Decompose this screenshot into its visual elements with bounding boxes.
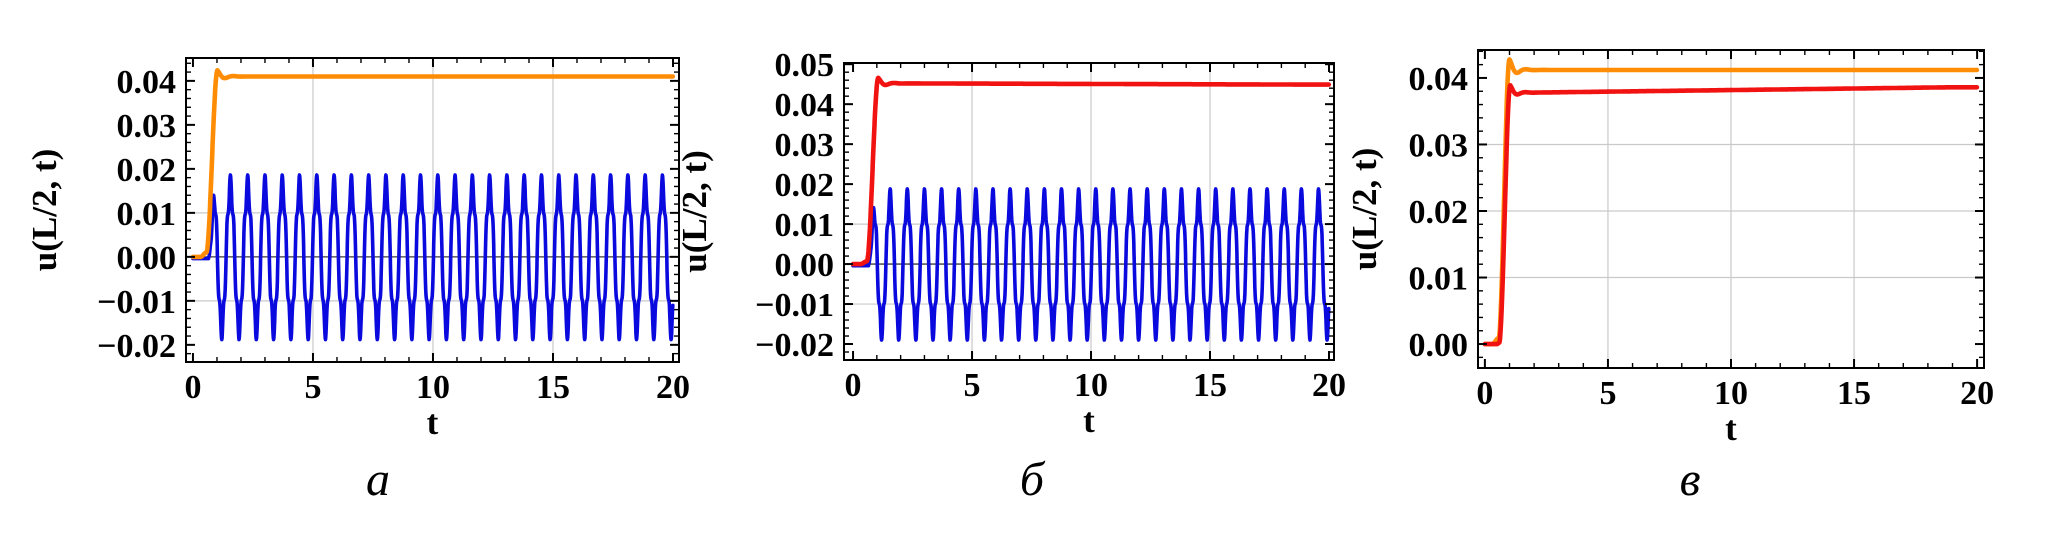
y-tick-label: 0.02 xyxy=(1409,194,1469,231)
series-steady-response xyxy=(190,68,676,260)
x-tick-label: 20 xyxy=(1312,367,1346,404)
x-tick-label: 20 xyxy=(656,369,690,406)
y-tick-label: 0.04 xyxy=(1409,61,1469,98)
y-tick-label: 0.00 xyxy=(775,247,835,284)
y-tick-label: 0.05 xyxy=(775,47,835,84)
x-axis-label: t xyxy=(427,403,439,442)
x-tick-label: 20 xyxy=(1960,375,1994,412)
x-axis-label: t xyxy=(1083,401,1095,440)
x-tick-label: 5 xyxy=(964,367,981,404)
chart-panel-b: 0 5 10 15 20 −0.02−0.010.000.010.020.030.040.… xyxy=(675,47,1346,506)
x-tick-label: 10 xyxy=(416,369,450,406)
y-tick-label: −0.02 xyxy=(97,328,176,365)
y-axis-label: u(L/2, t) xyxy=(675,150,714,273)
panel-letter: б xyxy=(1020,453,1046,506)
y-tick-label: −0.01 xyxy=(97,284,176,321)
x-axis-label: t xyxy=(1725,409,1737,448)
series-oscillating-response xyxy=(851,187,1331,342)
plot-frame xyxy=(843,62,1335,361)
series-steady-response-orange xyxy=(1482,57,1980,347)
x-tick-label: 15 xyxy=(536,369,570,406)
gridlines xyxy=(186,58,679,362)
x-tick-label: 15 xyxy=(1837,375,1871,412)
y-tick-label: 0.00 xyxy=(1409,327,1469,364)
y-tick-label: 0.03 xyxy=(1409,127,1469,164)
y-tick-label: 0.02 xyxy=(117,152,177,189)
y-tick-label: 0.00 xyxy=(117,240,177,277)
tick-labels: 0 5 10 15 20 −0.02−0.010.000.010.020.030.040.… xyxy=(755,47,1346,404)
tick-labels: 0 5 10 15 20 0.00 0.01 0.02 0.03 0.04 xyxy=(1409,61,1995,412)
ticks xyxy=(1478,50,1984,368)
y-axis-label: u(L/2, t) xyxy=(25,149,64,272)
chart-panel-v: 0 5 10 15 20 0.00 0.01 0.02 0.03 0.04 t u(L/2, t) в xyxy=(1345,49,1995,506)
series-steady-response-red xyxy=(1482,83,1980,347)
y-tick-label: −0.01 xyxy=(755,287,834,324)
x-tick-label: 0 xyxy=(184,369,201,406)
x-tick-label: 10 xyxy=(1714,375,1748,412)
y-tick-label: 0.03 xyxy=(775,127,835,164)
y-tick-label: 0.01 xyxy=(117,196,177,233)
gridlines xyxy=(1478,50,1984,368)
y-tick-label: −0.02 xyxy=(755,327,834,364)
ticks xyxy=(844,63,1334,361)
curves xyxy=(850,75,1332,342)
ticks xyxy=(186,58,679,362)
panel-letter: а xyxy=(366,453,390,506)
series-steady-response xyxy=(850,75,1332,267)
curves xyxy=(1482,57,1980,347)
x-tick-label: 5 xyxy=(1599,375,1616,412)
panel-letter: в xyxy=(1680,453,1701,506)
series-oscillating-response xyxy=(191,173,675,342)
x-tick-label: 0 xyxy=(845,367,862,404)
chart-panel-a: 0 5 10 15 20 −0.02 −0.01 0.00 0.01 0.02 0.03 0.04 t u… xyxy=(25,57,690,506)
curves xyxy=(190,68,676,342)
x-tick-label: 5 xyxy=(304,369,321,406)
x-tick-label: 15 xyxy=(1193,367,1227,404)
y-axis-label: u(L/2, t) xyxy=(1345,148,1384,271)
tick-labels: 0 5 10 15 20 −0.02 −0.01 0.00 0.01 0.02 0.03 0.04 xyxy=(97,64,690,406)
y-tick-label: 0.02 xyxy=(775,167,835,204)
y-tick-label: 0.04 xyxy=(775,87,835,124)
y-tick-label: 0.01 xyxy=(1409,261,1469,298)
x-tick-label: 10 xyxy=(1074,367,1108,404)
y-tick-label: 0.03 xyxy=(117,108,177,145)
y-tick-label: 0.01 xyxy=(775,207,835,244)
y-tick-label: 0.04 xyxy=(117,64,177,101)
x-tick-label: 0 xyxy=(1476,375,1493,412)
